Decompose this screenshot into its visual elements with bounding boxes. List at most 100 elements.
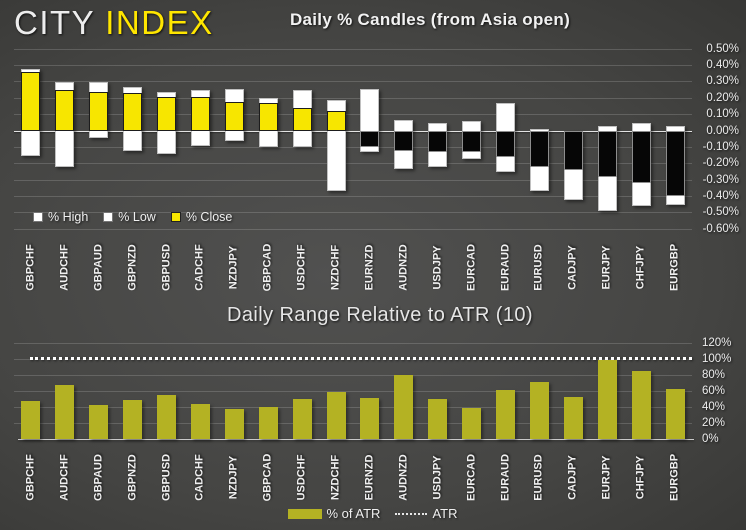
brand-logo-city: CITY bbox=[14, 4, 95, 41]
gridline bbox=[14, 146, 692, 148]
x-axis-label-AUDCHF: AUDCHF bbox=[58, 243, 71, 291]
gridline bbox=[14, 195, 692, 197]
atr-bar-CADJPY bbox=[563, 396, 583, 439]
candle-close-EURNZD bbox=[360, 131, 380, 148]
y-axis-tick-label: 80% bbox=[702, 368, 726, 381]
legend-swatch-yellow-icon bbox=[170, 212, 181, 222]
legend-item: ATR bbox=[395, 506, 458, 521]
x-axis-label-EURAUD: EURAUD bbox=[499, 243, 512, 291]
x-axis-label-NZDJPY: NZDJPY bbox=[227, 455, 240, 499]
y-axis-tick-label: 0.50% bbox=[706, 42, 739, 55]
gridline bbox=[14, 114, 692, 116]
atr-bar-EURJPY bbox=[597, 360, 617, 439]
y-axis-tick-label: 0.30% bbox=[706, 75, 739, 88]
candle-close-CADJPY bbox=[563, 131, 583, 171]
y-axis-tick-label: 0.10% bbox=[706, 108, 739, 121]
x-axis-label-GBPCAD: GBPCAD bbox=[261, 243, 274, 291]
legend-label: % Low bbox=[118, 210, 156, 224]
x-axis-label-CADCHF: CADCHF bbox=[193, 243, 206, 291]
legend-item: % High bbox=[33, 210, 88, 224]
y-axis-tick-label: -0.20% bbox=[702, 157, 739, 170]
gridline bbox=[14, 374, 692, 376]
atr-reference-line bbox=[30, 357, 692, 361]
y-axis-tick-label: 60% bbox=[702, 384, 726, 397]
y-axis-tick-label: 0.20% bbox=[706, 91, 739, 104]
x-axis-label-GBPAUD: GBPAUD bbox=[92, 243, 105, 291]
atr-bar-GBPCAD bbox=[258, 407, 278, 439]
y-axis-tick-label: -0.50% bbox=[702, 206, 739, 219]
gridline bbox=[14, 48, 692, 50]
atr-bar-CADCHF bbox=[190, 403, 210, 439]
x-axis-label-EURCAD: EURCAD bbox=[465, 453, 478, 501]
x-axis-label-NZDCHF: NZDCHF bbox=[329, 244, 342, 290]
candle-close-GBPNZD bbox=[123, 93, 143, 131]
candles-chart-title: Daily % Candles (from Asia open) bbox=[289, 10, 571, 29]
candle-close-NZDCHF bbox=[326, 111, 346, 131]
candle-close-AUDCHF bbox=[55, 90, 75, 131]
gridline bbox=[14, 422, 692, 424]
candle-close-EURUSD bbox=[529, 131, 549, 167]
x-axis-label-CADJPY: CADJPY bbox=[566, 244, 579, 290]
x-axis-label-CADCHF: CADCHF bbox=[193, 453, 206, 501]
atr-bar-GBPCHF bbox=[21, 400, 41, 439]
atr-bar-EURUSD bbox=[529, 382, 549, 439]
candle-close-CADCHF bbox=[190, 96, 210, 131]
gridline bbox=[14, 342, 692, 344]
x-axis-label-USDCHF: USDCHF bbox=[295, 244, 308, 290]
x-axis-label-AUDCHF: AUDCHF bbox=[58, 453, 71, 501]
atr-bar-NZDJPY bbox=[224, 408, 244, 439]
legend-swatch-dotted-icon bbox=[395, 512, 428, 515]
gridline bbox=[14, 390, 692, 392]
x-axis-label-EURJPY: EURJPY bbox=[600, 244, 613, 290]
y-axis-tick-label: -0.40% bbox=[702, 189, 739, 202]
x-axis-label-CHFJPY: CHFJPY bbox=[634, 245, 647, 289]
gridline bbox=[14, 228, 692, 230]
y-axis-tick-label: 40% bbox=[702, 400, 726, 413]
x-axis-label-NZDCHF: NZDCHF bbox=[329, 454, 342, 500]
atr-bar-GBPAUD bbox=[89, 404, 109, 439]
legend-item: % of ATR bbox=[287, 506, 381, 521]
candles-chart-legend: % High % Low % Close bbox=[33, 210, 247, 224]
atr-bar-GBPUSD bbox=[157, 395, 177, 439]
x-axis-label-EURGBP: EURGBP bbox=[668, 453, 681, 501]
x-axis-label-NZDJPY: NZDJPY bbox=[227, 245, 240, 289]
x-axis-label-GBPCAD: GBPCAD bbox=[261, 453, 274, 501]
x-axis-label-EURNZD: EURNZD bbox=[363, 244, 376, 290]
legend-item: % Low bbox=[103, 210, 156, 224]
gridline bbox=[14, 163, 692, 165]
brand-logo-index: INDEX bbox=[105, 4, 214, 41]
atr-bar-CHFJPY bbox=[631, 370, 651, 439]
x-axis-label-GBPNZD: GBPNZD bbox=[126, 243, 139, 291]
y-axis-tick-label: -0.60% bbox=[702, 222, 739, 235]
x-axis-label-USDCHF: USDCHF bbox=[295, 454, 308, 500]
atr-bar-USDJPY bbox=[428, 399, 448, 439]
atr-chart-legend: % of ATR ATR bbox=[60, 506, 700, 521]
candle-close-EURAUD bbox=[496, 131, 516, 158]
atr-bar-USDCHF bbox=[292, 399, 312, 439]
x-axis-label-USDJPY: USDJPY bbox=[431, 244, 444, 290]
candle-close-USDCHF bbox=[292, 108, 312, 131]
candle-close-GBPAUD bbox=[89, 91, 109, 131]
x-axis-label-GBPAUD: GBPAUD bbox=[92, 453, 105, 501]
candle-close-EURCAD bbox=[462, 131, 482, 153]
x-axis-label-GBPNZD: GBPNZD bbox=[126, 453, 139, 501]
x-axis-label-AUDNZD: AUDNZD bbox=[397, 243, 410, 291]
atr-bar-NZDCHF bbox=[326, 392, 346, 439]
atr-bar-AUDNZD bbox=[394, 375, 414, 439]
candle-close-EURGBP bbox=[665, 131, 685, 197]
y-axis-tick-label: 0% bbox=[702, 432, 719, 445]
gridline bbox=[14, 179, 692, 181]
atr-bar-EURCAD bbox=[462, 407, 482, 439]
legend-label: % of ATR bbox=[326, 506, 381, 521]
legend-label: % Close bbox=[185, 210, 233, 224]
x-axis-label-EURJPY: EURJPY bbox=[600, 454, 613, 500]
atr-bar-GBPNZD bbox=[123, 399, 143, 439]
candle-close-EURJPY bbox=[597, 131, 617, 177]
y-axis-tick-label: -0.10% bbox=[702, 140, 739, 153]
x-axis-label-EURAUD: EURAUD bbox=[499, 453, 512, 501]
legend-swatch-white-icon bbox=[33, 212, 43, 222]
x-axis-label-EURCAD: EURCAD bbox=[465, 243, 478, 291]
atr-chart-title: Daily Range Relative to ATR (10) bbox=[227, 304, 533, 326]
candle-close-AUDNZD bbox=[394, 131, 414, 151]
